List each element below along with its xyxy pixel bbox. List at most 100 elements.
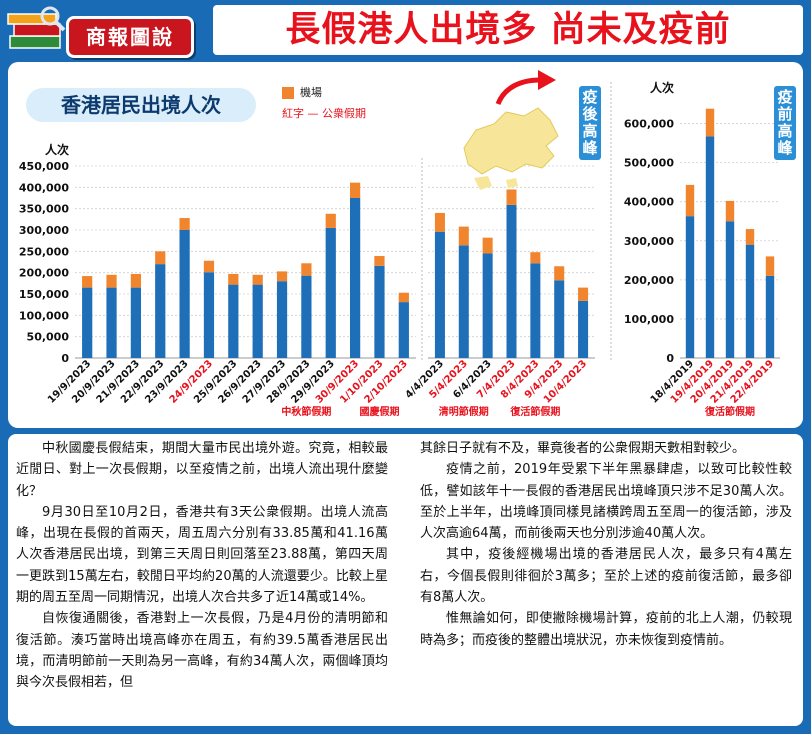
paragraph: 其中，疫後經機場出境的香港居民人次，最多只有4萬左右，今個長假則徘徊於3萬多；至…: [420, 547, 792, 606]
bar-airport: [179, 218, 190, 230]
legend-note-holiday: 紅字 — 公衆假期: [282, 107, 366, 120]
paragraph: 疫情之前，2019年受累下半年黑暴肆虐，以致可比較性較低，譬如該年十一長假的香港…: [420, 462, 792, 542]
bar-airport: [106, 274, 117, 288]
y-tick-label: 100,000: [19, 309, 69, 322]
paragraph: 自恢復通關後，香港對上一次長假，乃是4月份的清明節和復活節。湊巧當時出境高峰亦在…: [16, 611, 388, 691]
bar-resident: [482, 253, 493, 358]
bar-resident: [685, 216, 695, 358]
bar-resident: [349, 198, 361, 358]
bar-airport: [252, 274, 263, 285]
y-tick-label: 500,000: [624, 157, 674, 170]
bar-airport: [325, 213, 336, 228]
annotation-label: 復活節假期: [704, 405, 755, 418]
bar-resident: [578, 300, 589, 358]
bar-airport: [705, 108, 715, 137]
bar-airport: [765, 256, 775, 276]
bar-airport: [685, 184, 695, 217]
y-tick-label: 200,000: [19, 267, 69, 280]
hong-kong-map-icon: [463, 107, 559, 190]
bar-resident: [179, 230, 190, 358]
y-tick-label: 300,000: [19, 224, 69, 237]
bar-airport: [578, 287, 589, 301]
y-tick-label: 250,000: [19, 245, 69, 258]
bar-resident: [252, 284, 263, 358]
y-tick-label: 100,000: [624, 313, 674, 326]
bar-airport: [434, 212, 445, 232]
legend-label-airport: 機場: [300, 86, 322, 99]
article: 中秋國慶長假結束，期間大量市民出境外遊。究竟，相較最近閒日、對上一次長假期，以至…: [8, 434, 803, 726]
bar-resident: [398, 302, 409, 358]
bar-resident: [106, 287, 117, 358]
bar-airport: [374, 256, 385, 266]
bar-airport: [745, 229, 755, 245]
paragraph: 9月30日至10月2日，香港共有3天公衆假期。出境人流高峰，出現在長假的首兩天，…: [16, 504, 388, 606]
y-axis-label: 人次: [45, 142, 69, 157]
bar-airport: [276, 271, 288, 282]
bar-resident: [765, 275, 775, 358]
bar-airport: [530, 252, 541, 264]
annotation-label: 中秋節假期: [281, 405, 331, 418]
side-label-pre-pandemic: 疫前高峰: [774, 86, 796, 160]
bar-airport: [506, 189, 517, 205]
bar-resident: [725, 221, 735, 358]
headline-box: 長假港人出境多 尚未及疫前: [213, 5, 803, 55]
chart-canvas: 0 50,000 100,000 150,000 200,000 250,000 300,0…: [19, 80, 780, 418]
bar-airport: [203, 260, 215, 273]
bar-resident: [745, 244, 755, 358]
y-tick-label: 300,000: [624, 235, 674, 248]
y-tick-label: 0: [61, 352, 69, 365]
bar-resident: [228, 284, 239, 358]
arrow-icon: [495, 70, 556, 106]
bar-resident: [506, 204, 517, 358]
bar-resident: [458, 245, 469, 358]
bar-airport: [155, 251, 166, 265]
y-tick-label: 200,000: [624, 274, 674, 287]
paragraph: 其餘日子就有不及，畢竟後者的公衆假期天數相對較少。: [420, 441, 746, 456]
y-axis-label: 人次: [650, 80, 674, 95]
chart-title: 香港居民出境人次: [26, 88, 256, 122]
legend-swatch-airport: [282, 87, 294, 99]
side-label-post-pandemic: 疫後高峰: [579, 86, 601, 160]
bar-resident: [155, 264, 166, 358]
y-tick-label: 600,000: [624, 118, 674, 131]
y-tick-label: 400,000: [19, 181, 69, 194]
bar-airport: [130, 273, 142, 288]
chart-panel: 0 50,000 100,000 150,000 200,000 250,000 300,0…: [8, 62, 803, 428]
y-tick-label: 150,000: [19, 288, 69, 301]
bar-resident: [82, 287, 93, 358]
bar-airport: [301, 263, 312, 276]
y-tick-label: 0: [666, 352, 674, 365]
bar-resident: [705, 136, 715, 358]
bar-airport: [82, 276, 93, 288]
y-tick-label: 400,000: [624, 196, 674, 209]
bar-airport: [458, 226, 469, 246]
books-icon: [7, 6, 66, 49]
y-tick-label: 350,000: [19, 203, 69, 216]
bar-airport: [482, 237, 493, 254]
bar-resident: [325, 227, 336, 358]
article-column-right: 其餘日子就有不及，畢竟後者的公衆假期天數相對較少。 疫情之前，2019年受累下半…: [420, 438, 792, 651]
bar-airport: [554, 266, 565, 281]
annotation-label: 復活節假期: [509, 405, 560, 418]
logo-badge: 商報圖說: [66, 16, 194, 58]
legend: 機場 紅字 — 公衆假期: [282, 84, 452, 124]
headline: 長假港人出境多 尚未及疫前: [285, 10, 731, 50]
bar-airport: [349, 182, 361, 198]
bar-resident: [301, 275, 312, 358]
paragraph: 惟無論如何，即使撇除機場計算，疫前的北上人潮，仍較現時為多；而疫後的整體出境狀況…: [420, 611, 792, 648]
bar-resident: [130, 287, 142, 358]
bar-airport: [725, 200, 735, 222]
annotation-label: 國慶假期: [359, 405, 399, 418]
bar-resident: [434, 231, 445, 358]
bar-resident: [554, 280, 565, 358]
bar-resident: [276, 281, 288, 358]
header: 商報圖說 長假港人出境多 尚未及疫前: [0, 0, 811, 62]
bar-airport: [398, 292, 409, 303]
annotation-label: 清明節假期: [439, 405, 489, 418]
bar-resident: [203, 272, 215, 358]
bar-resident: [530, 263, 541, 358]
article-column-left: 中秋國慶長假結束，期間大量市民出境外遊。究竟，相較最近閒日、對上一次長假期，以至…: [16, 438, 388, 694]
bar-airport: [228, 273, 239, 285]
y-tick-label: 450,000: [19, 160, 69, 173]
bar-resident: [374, 265, 385, 358]
